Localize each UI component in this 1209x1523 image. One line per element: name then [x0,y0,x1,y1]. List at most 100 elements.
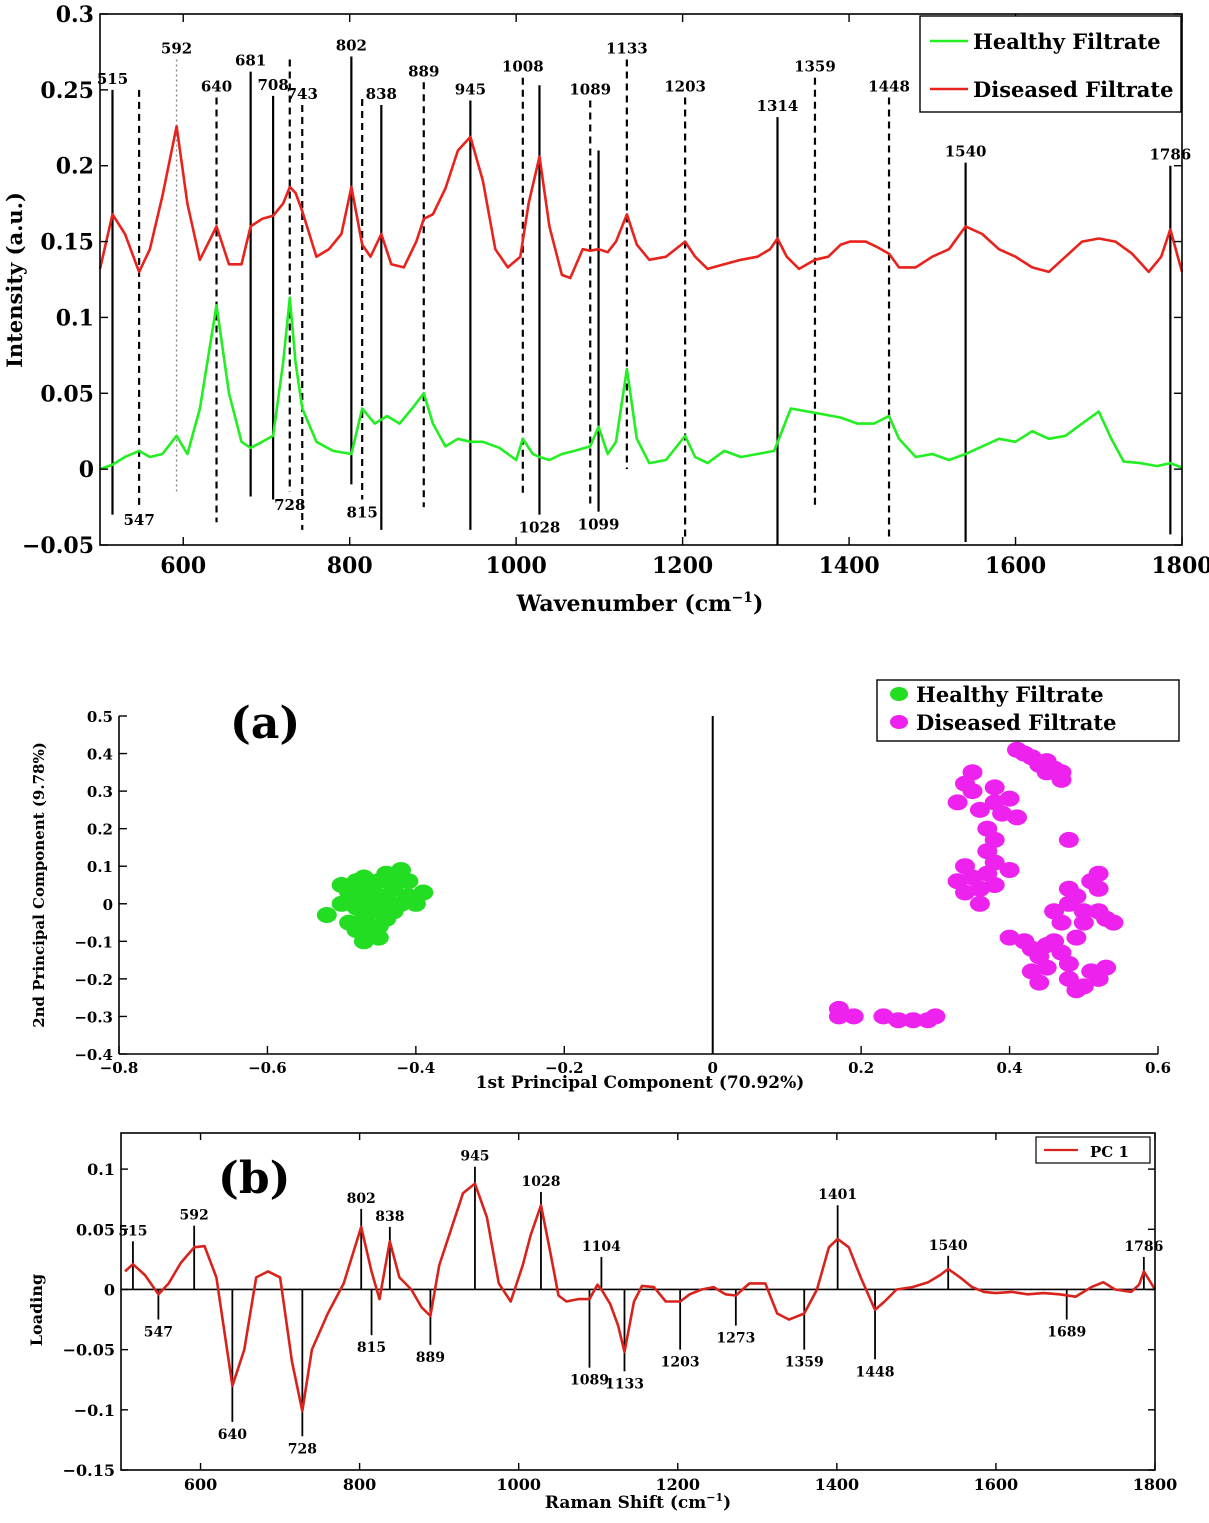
scatter-point-diseased [999,790,1020,807]
loading-peak-label-1203: 1203 [661,1355,700,1371]
loading-peak-label-802: 802 [347,1191,376,1207]
loading-legend-box [1035,1136,1151,1164]
loading-y-tick-label: −0.15 [63,1461,115,1480]
loading-peak-label-889: 889 [416,1350,445,1366]
scatter-point-diseased [1066,888,1087,905]
pca-x-tick-label: −0.6 [248,1059,287,1077]
pca-legend-box [876,679,1180,742]
pca-plot-area [316,716,1124,1054]
peak-label-815: 815 [347,503,378,521]
loading-ticks: 600 800 1000 1200 1400 1600 1800 −0.15 −0.1 −0.05… [63,1133,1178,1494]
spectra-legend: Healthy Filtrate Diseased Filtrate [919,15,1182,113]
loading-peak-label-945: 945 [460,1149,489,1165]
spectrum-line-diseased [98,125,1184,280]
spectra-ticks: 600 800 1000 1200 1400 1600 1800 −0.05 0 0.05 0.1 0… [22,2,1209,579]
loading-line-pc1 [124,1182,1157,1413]
pca-y-tick-label: 0.1 [87,858,113,876]
pca-y-tick-label: −0.1 [74,933,113,951]
scatter-point-diseased [999,862,1020,878]
pca-x-tick-label: −0.4 [397,1059,436,1077]
scatter-point-diseased [947,794,968,811]
peak-label-1203: 1203 [664,77,706,95]
spectra-x-tick-label: 1000 [486,553,547,579]
scatter-point-diseased [984,854,1005,871]
scatter-point-diseased [1029,974,1050,991]
pca-legend: Healthy Filtrate Diseased Filtrate [876,679,1180,742]
pca-y-tick-label: −0.4 [74,1046,113,1064]
pca-x-axis-label: 1st Principal Component (70.92%) [476,1073,805,1093]
peak-label-640: 640 [201,77,232,95]
scatter-point-diseased [1073,903,1094,920]
scatter-point-healthy [398,873,419,890]
spectra-x-tick-label: 1600 [985,553,1046,579]
loading-plot-area: 5155475926407288028158388899451028108911… [118,1149,1163,1458]
loading-peak-label-1359: 1359 [785,1355,824,1371]
scatter-point-diseased [1088,865,1109,882]
loading-y-tick-label: −0.05 [63,1341,115,1360]
spectra-y-tick-label: −0.05 [22,533,94,559]
pca-y-tick-label: 0.2 [87,821,113,839]
scatter-point-diseased [1058,831,1079,848]
scatter-point-diseased [843,1008,864,1025]
scatter-point-healthy [413,884,434,901]
loading-x-tick-label: 1800 [1133,1475,1178,1494]
peak-label-547: 547 [123,511,154,529]
loading-peak-label-1089: 1089 [570,1373,609,1389]
loading-peak-label-1786: 1786 [1124,1239,1163,1255]
scatter-point-healthy [316,907,337,923]
loading-peak-label-592: 592 [180,1208,209,1224]
scatter-point-healthy [353,918,374,935]
spectra-legend-box [919,15,1182,113]
scatter-point-healthy [346,880,367,897]
spectra-y-tick-label: 0.25 [40,78,94,104]
loading-y-tick-label: 0.1 [87,1160,115,1179]
loading-y-tick-label: −0.1 [74,1401,115,1420]
scatter-point-diseased [1088,880,1109,897]
pca-legend-swatch-diseased [890,715,908,729]
spectra-legend-label-healthy: Healthy Filtrate [973,29,1161,54]
spectra-legend-label-diseased: Diseased Filtrate [973,77,1173,102]
pca-legend-label-diseased: Diseased Filtrate [916,710,1116,735]
loading-axes-box [120,1132,1156,1471]
loading-panel: 5155475926407288028158388899451028108911… [27,1132,1178,1513]
scatter-point-diseased [903,1012,924,1029]
peak-label-1008: 1008 [502,58,544,76]
pca-ticks: −0.8 −0.6 −0.4 −0.2 0 0.2 0.4 0.6 −0.4 −0.3 −0.2 −0… [74,708,1171,1077]
scatter-point-diseased [969,895,990,912]
peak-label-1359: 1359 [794,58,836,76]
pca-y-tick-label: −0.3 [74,1008,113,1026]
loading-peak-label-815: 815 [357,1340,386,1356]
pca-y-tick-label: 0 [103,896,113,914]
spectra-y-tick-label: 0.05 [40,381,94,407]
scatter-point-diseased [1073,978,1094,995]
loading-peak-label-838: 838 [375,1209,404,1225]
scatter-point-diseased [1051,771,1072,788]
scatter-point-diseased [1007,809,1027,826]
peak-label-708: 708 [257,76,288,94]
loading-peak-label-547: 547 [144,1325,173,1341]
peak-label-802: 802 [336,36,367,54]
scatter-point-healthy [368,929,389,946]
peak-label-515: 515 [97,70,128,88]
scatter-point-diseased [984,831,1005,848]
scatter-point-diseased [1051,914,1072,931]
loading-peak-label-728: 728 [288,1441,317,1457]
spectra-x-tick-label: 1800 [1151,553,1209,579]
spectra-x-tick-label: 600 [160,553,206,579]
peak-label-1028: 1028 [519,519,561,537]
loading-peak-label-1104: 1104 [582,1239,621,1255]
spectrum-line-healthy [99,296,1183,471]
loading-x-tick-label: 600 [184,1475,217,1494]
loading-peak-label-1689: 1689 [1047,1325,1086,1341]
spectra-x-tick-label: 800 [327,553,373,579]
loading-x-axis-label: Raman Shift (cm−1) [545,1491,731,1513]
loading-peak-label-1028: 1028 [521,1174,560,1190]
peak-label-743: 743 [287,85,318,103]
spectra-axes-box [99,13,1183,546]
spectra-x-tick-label: 1400 [818,553,879,579]
loading-peak-label-1273: 1273 [716,1331,755,1347]
loading-y-tick-label: 0 [104,1280,115,1299]
scatter-point-diseased [925,1008,946,1025]
